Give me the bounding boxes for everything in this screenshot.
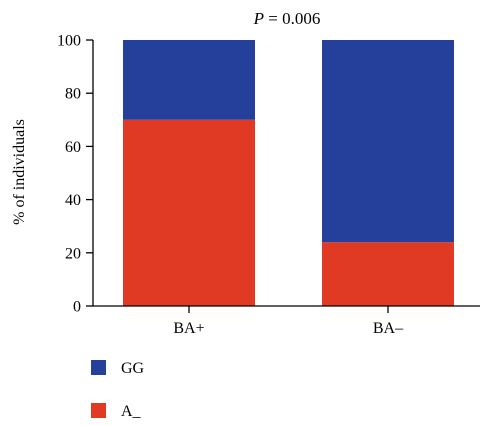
bar-gg-2 xyxy=(322,40,454,243)
chart-title: P = 0.006 xyxy=(253,9,321,28)
y-tick-label: 0 xyxy=(73,299,81,316)
y-tick-label: 20 xyxy=(65,245,81,262)
y-tick-label: 100 xyxy=(57,33,81,50)
x-tick-label: BA– xyxy=(373,320,404,337)
legend-swatch-a xyxy=(91,403,106,418)
bar-gg-1 xyxy=(123,40,255,120)
x-tick-label: BA+ xyxy=(173,320,204,337)
bar-a-1 xyxy=(123,119,255,306)
bar-a-2 xyxy=(322,242,454,306)
chart-title-italic: P xyxy=(253,9,264,28)
axes-layer: 0 20 40 60 80 100 BA+ BA– xyxy=(57,33,480,337)
y-tick-label: 80 xyxy=(65,86,81,103)
legend-label: A_ xyxy=(121,403,142,420)
y-tick-label: 60 xyxy=(65,139,81,156)
bars-layer xyxy=(123,40,454,306)
legend: GG A_ xyxy=(91,360,145,420)
y-tick-label: 40 xyxy=(65,192,81,209)
legend-swatch-gg xyxy=(91,360,106,375)
y-axis-label: % of individuals xyxy=(11,119,28,225)
chart-title-rest: = 0.006 xyxy=(264,9,320,28)
legend-label: GG xyxy=(121,360,145,377)
